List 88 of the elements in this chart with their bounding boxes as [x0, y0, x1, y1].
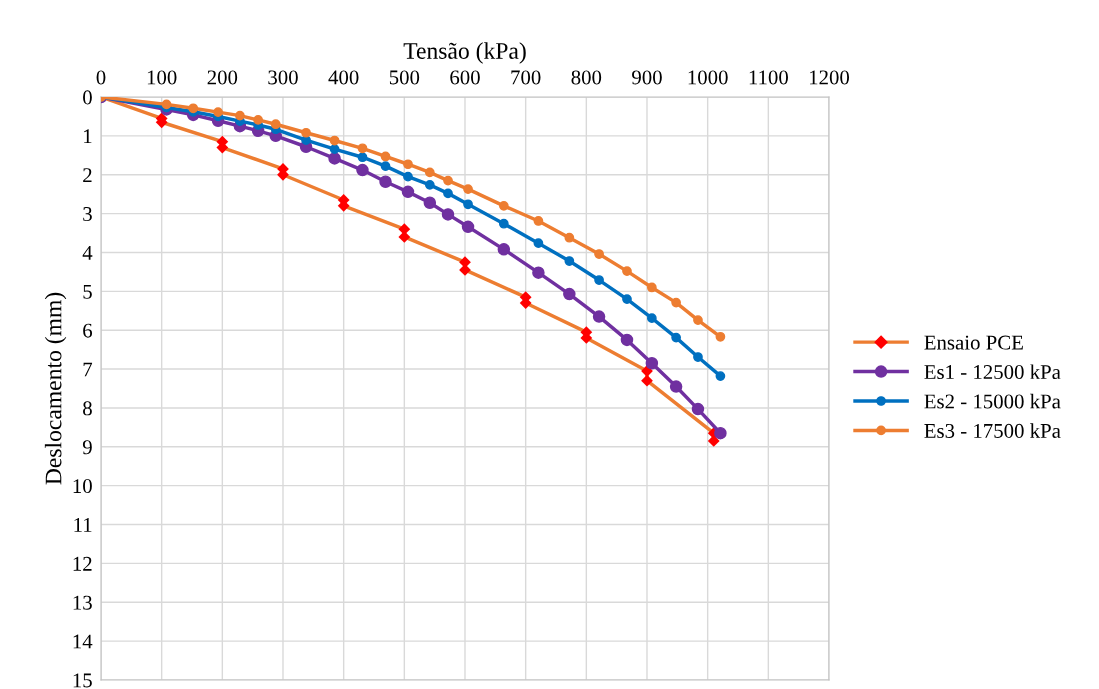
x-tick-label: 1000: [688, 70, 728, 85]
point: [622, 266, 632, 276]
x-tick-label: 900: [632, 70, 662, 85]
point: [497, 243, 511, 256]
point: [620, 333, 634, 347]
point: [424, 167, 435, 178]
point: [461, 220, 475, 234]
x-tick-label: 800: [571, 70, 602, 85]
y-tick-label: 6: [83, 323, 93, 338]
y-tick-label: 7: [83, 362, 93, 377]
point: [357, 143, 368, 154]
point: [533, 238, 544, 249]
point: [671, 297, 681, 308]
x-tick-label: 100: [147, 70, 177, 85]
point: [646, 282, 657, 293]
point: [424, 179, 435, 190]
x-tick-label: 200: [207, 70, 238, 85]
x-tick-label: 1200: [810, 70, 850, 85]
point: [715, 331, 726, 342]
y-tick-label: 4: [82, 245, 93, 260]
y-tick-label: 15: [73, 673, 92, 688]
point: [691, 402, 705, 416]
x-tick-label: 600: [450, 70, 480, 85]
point: [357, 152, 368, 163]
point: [669, 380, 683, 393]
y-tick-label: 13: [73, 595, 92, 610]
point: [379, 175, 392, 188]
point: [380, 161, 391, 172]
point: [443, 175, 453, 186]
point: [443, 188, 453, 199]
point: [646, 313, 657, 324]
point: [423, 196, 437, 209]
point: [594, 275, 604, 285]
x-axis-title: Tensão (kPa): [403, 42, 526, 64]
y-axis-title: Deslocamento (mm): [44, 292, 67, 485]
point: [380, 151, 391, 162]
x-tick-label: 700: [511, 70, 541, 85]
y-tick-label: 8: [83, 401, 92, 416]
y-tick-label: 5: [83, 284, 92, 299]
point: [270, 119, 281, 130]
x-tick-label: 0: [96, 70, 106, 85]
point: [403, 159, 413, 170]
point: [253, 115, 263, 125]
y-tick-label: 10: [73, 479, 92, 494]
legend-label: Es3 - 17500 kPa: [924, 423, 1061, 438]
y-tick-label: 11: [74, 518, 92, 532]
legend-label: Es1 - 12500 kPa: [924, 364, 1061, 380]
point: [328, 152, 341, 165]
point: [563, 287, 576, 301]
point: [594, 249, 604, 259]
point: [329, 144, 340, 154]
point: [498, 218, 509, 229]
point: [645, 356, 659, 370]
point: [463, 199, 473, 210]
point: [564, 232, 575, 243]
point: [714, 426, 727, 440]
point: [235, 110, 245, 121]
y-tick-label: 2: [83, 168, 92, 182]
point: [498, 200, 509, 211]
point: [403, 171, 413, 182]
x-tick-label: 1100: [749, 70, 788, 85]
point: [441, 208, 455, 221]
point: [693, 315, 703, 325]
point: [213, 107, 223, 118]
x-tick-label: 300: [268, 70, 298, 85]
y-tick-label: 3: [83, 207, 92, 222]
point: [401, 185, 415, 199]
point: [301, 127, 311, 138]
point: [463, 184, 473, 194]
point: [532, 266, 545, 279]
y-tick-label: 12: [73, 556, 92, 571]
x-tick-label: 400: [328, 70, 359, 85]
y-tick-label: 1: [84, 129, 92, 144]
legend-label: Ensaio PCE: [924, 335, 1023, 350]
y-tick-label: 14: [73, 634, 93, 649]
point: [592, 310, 606, 323]
y-tick-label: 0: [83, 90, 92, 105]
point: [533, 216, 544, 226]
point: [356, 163, 369, 177]
point: [564, 256, 575, 266]
y-tick-label: 9: [82, 440, 92, 455]
point: [671, 332, 681, 343]
legend-label: Es2 - 15000 kPa: [924, 393, 1061, 409]
point: [693, 352, 703, 362]
point: [329, 135, 340, 146]
point: [715, 371, 726, 381]
point: [622, 294, 632, 304]
x-tick-label: 500: [389, 70, 420, 85]
